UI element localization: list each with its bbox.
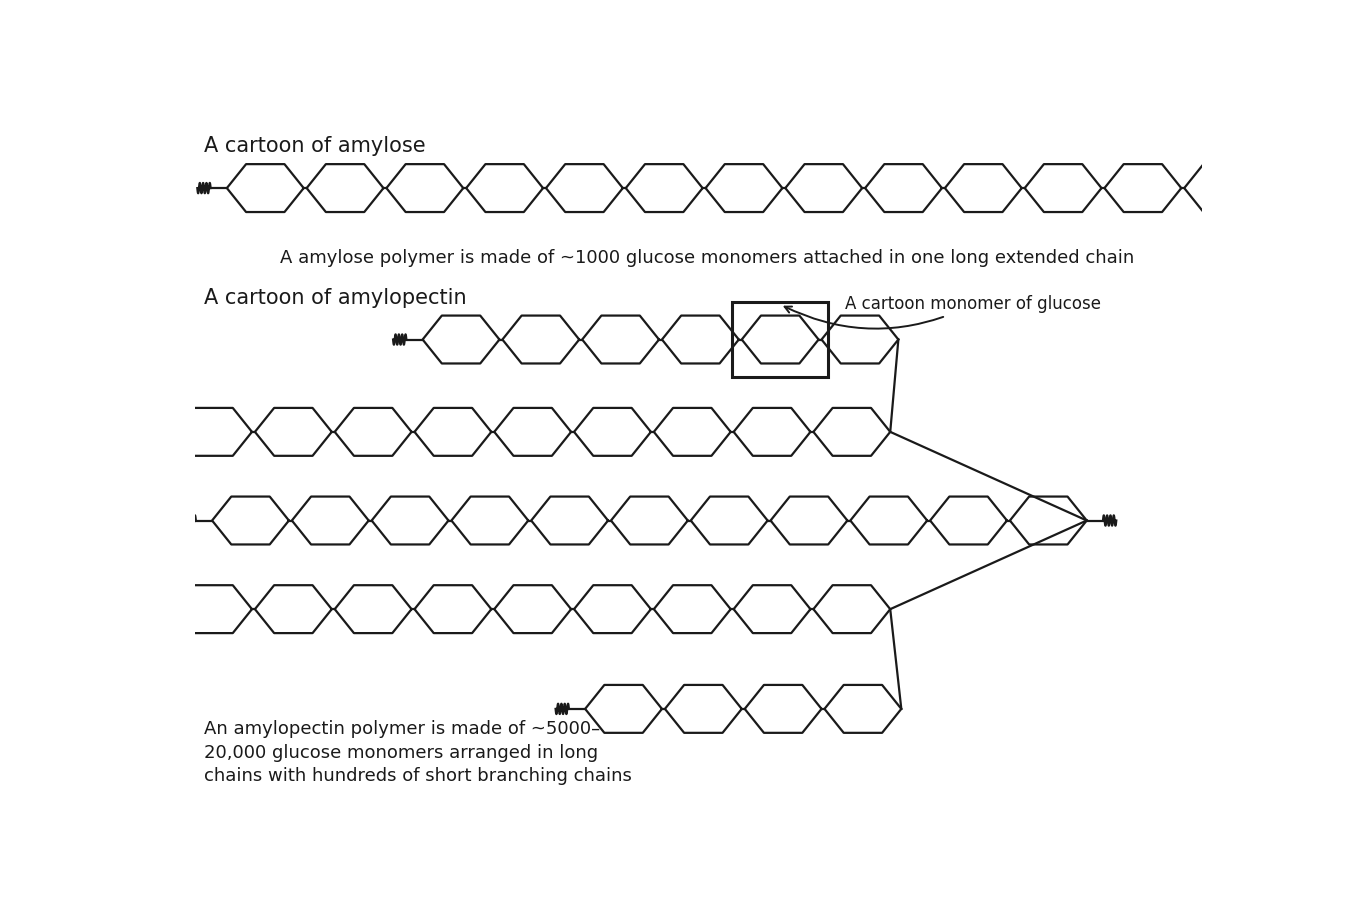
Text: A amylose polymer is made of ~1000 glucose monomers attached in one long extende: A amylose polymer is made of ~1000 gluco… bbox=[279, 250, 1134, 267]
Text: An amylopectin polymer is made of ~5000–
20,000 glucose monomers arranged in lon: An amylopectin polymer is made of ~5000–… bbox=[204, 720, 632, 786]
Text: A cartoon of amylose: A cartoon of amylose bbox=[204, 136, 425, 157]
Text: A cartoon monomer of glucose: A cartoon monomer of glucose bbox=[785, 296, 1101, 329]
Bar bbox=[732, 302, 829, 377]
Text: A cartoon of amylopectin: A cartoon of amylopectin bbox=[204, 287, 466, 308]
